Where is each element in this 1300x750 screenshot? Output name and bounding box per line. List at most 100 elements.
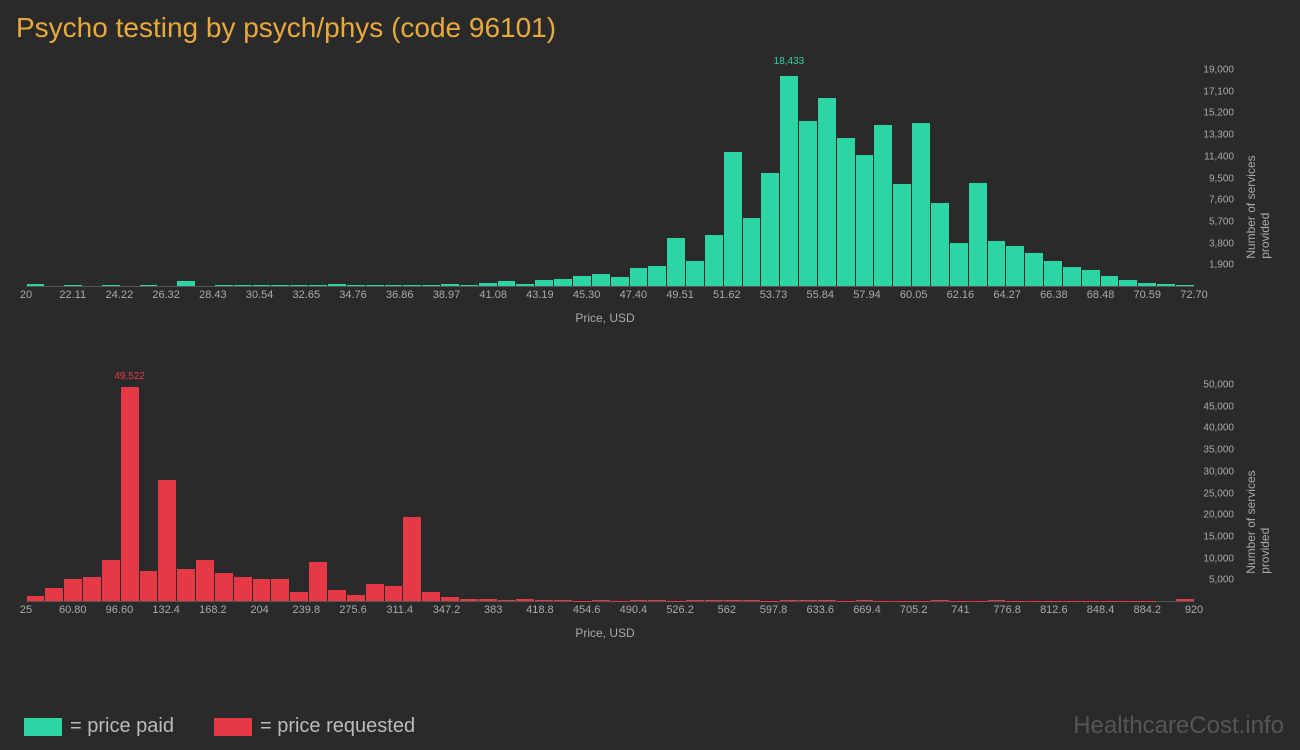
x-tick: 24.22: [106, 289, 134, 301]
histogram-bar: [271, 285, 289, 286]
x-tick: 884.2: [1134, 604, 1162, 616]
peak-label: 18,433: [774, 56, 805, 67]
x-tick: 490.4: [620, 604, 648, 616]
histogram-bar: [573, 276, 591, 286]
x-tick: 51.62: [713, 289, 741, 301]
histogram-bar: [45, 588, 63, 601]
histogram-bar: [818, 98, 836, 286]
x-tick: 55.84: [806, 289, 834, 301]
y-tick: 20,000: [1203, 510, 1234, 521]
histogram-bar: [347, 595, 365, 601]
histogram-bar: [988, 600, 1006, 601]
x-tick: 70.59: [1134, 289, 1162, 301]
histogram-bar: [611, 277, 629, 286]
histogram-bar: [630, 600, 648, 601]
y-tick: 1,900: [1209, 260, 1234, 271]
histogram-bar: [761, 173, 779, 286]
x-tick: 45.30: [573, 289, 601, 301]
histogram-bar: [1082, 270, 1100, 286]
x-tick: 526.2: [666, 604, 694, 616]
histogram-bar: [931, 600, 949, 601]
histogram-bar: [121, 387, 139, 601]
y-tick: 40,000: [1203, 423, 1234, 434]
x-tick: 25: [20, 604, 32, 616]
histogram-bar: [158, 480, 176, 601]
x-tick: 60.05: [900, 289, 928, 301]
histogram-bar: [648, 266, 666, 286]
histogram-bar: [347, 285, 365, 286]
histogram-bar: [441, 284, 459, 286]
histogram-bar: [328, 590, 346, 601]
y-tick: 10,000: [1203, 553, 1234, 564]
x-tick: 347.2: [433, 604, 461, 616]
histogram-bar: [874, 125, 892, 286]
y-tick: 13,300: [1203, 130, 1234, 141]
histogram-bar: [215, 573, 233, 601]
legend-label-paid: = price paid: [70, 715, 174, 738]
page-title: Psycho testing by psych/phys (code 96101…: [0, 0, 1300, 52]
y-axis-label-top: Number of services provided: [1244, 121, 1272, 259]
y-tick: 45,000: [1203, 401, 1234, 412]
x-tick: 20: [20, 289, 32, 301]
x-tick: 741: [951, 604, 969, 616]
histogram-bar: [479, 599, 497, 601]
bars-top: [26, 70, 1194, 286]
x-tick: 669.4: [853, 604, 881, 616]
x-tick: 66.38: [1040, 289, 1068, 301]
histogram-bar: [498, 281, 516, 286]
x-tick: 53.73: [760, 289, 788, 301]
y-tick: 15,000: [1203, 531, 1234, 542]
histogram-bar: [328, 284, 346, 286]
x-tick: 204: [250, 604, 268, 616]
y-axis-ticks-bottom: 5,00010,00015,00020,00025,00030,00035,00…: [1196, 385, 1234, 602]
x-tick: 920: [1185, 604, 1203, 616]
histogram-bar: [1119, 280, 1137, 286]
x-tick: 60.80: [59, 604, 87, 616]
y-tick: 5,000: [1209, 575, 1234, 586]
histogram-bar: [27, 284, 45, 286]
histogram-bar: [27, 596, 45, 601]
x-tick: 72.70: [1180, 289, 1208, 301]
histogram-bar: [780, 76, 798, 286]
x-axis-label-top: Price, USD: [16, 311, 1194, 325]
y-tick: 11,400: [1204, 151, 1234, 162]
x-tick: 49.51: [666, 289, 694, 301]
y-tick: 17,100: [1203, 86, 1234, 97]
histogram-bar: [705, 235, 723, 286]
legend-swatch-requested: [214, 718, 252, 736]
histogram-bar: [253, 579, 271, 601]
x-tick: 633.6: [806, 604, 834, 616]
y-tick: 19,000: [1203, 65, 1234, 76]
histogram-bar: [799, 121, 817, 286]
histogram-bar: [912, 123, 930, 286]
histogram-bar: [780, 600, 798, 601]
histogram-bar: [290, 285, 308, 286]
x-tick: 96.60: [106, 604, 134, 616]
histogram-bar: [705, 600, 723, 601]
histogram-bar: [366, 584, 384, 601]
bars-bottom: [26, 385, 1194, 601]
histogram-bar: [856, 600, 874, 601]
y-tick: 50,000: [1203, 380, 1234, 391]
histogram-bar: [385, 586, 403, 601]
legend: = price paid = price requested: [24, 715, 415, 738]
x-tick: 62.16: [947, 289, 975, 301]
histogram-bar: [422, 285, 440, 286]
peak-label: 49,522: [114, 371, 145, 382]
x-tick: 41.08: [479, 289, 507, 301]
histogram-bar: [102, 285, 120, 286]
histogram-bar: [799, 600, 817, 601]
histogram-bar: [177, 569, 195, 601]
x-tick: 848.4: [1087, 604, 1115, 616]
histogram-bar: [856, 155, 874, 286]
histogram-bar: [498, 600, 516, 601]
histogram-bar: [422, 592, 440, 601]
x-tick: 383: [484, 604, 502, 616]
histogram-bar: [743, 600, 761, 601]
y-tick: 15,200: [1203, 108, 1234, 119]
histogram-bar: [969, 183, 987, 286]
x-tick: 418.8: [526, 604, 554, 616]
histogram-bar: [64, 579, 82, 601]
histogram-bar: [893, 184, 911, 286]
histogram-bar: [1176, 599, 1194, 601]
